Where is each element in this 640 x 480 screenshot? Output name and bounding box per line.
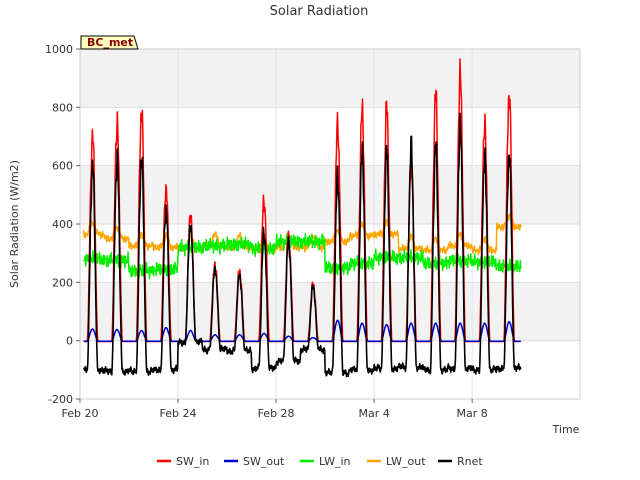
- legend-label: SW_out: [243, 455, 285, 468]
- badge-background: [80, 35, 139, 50]
- legend-item-sw-in: SW_in: [157, 455, 209, 468]
- legend-item-lw-out: LW_out: [367, 455, 426, 468]
- y-tick-label: -200: [48, 393, 73, 406]
- legend-item-lw-in: LW_in: [300, 455, 351, 468]
- badge-label: BC_met: [87, 36, 133, 49]
- series-line-rnet: [82, 112, 522, 378]
- y-tick-label: 200: [52, 276, 73, 289]
- legend-item-rnet: Rnet: [438, 455, 483, 468]
- y-tick-label: 400: [52, 218, 73, 231]
- y-tick-label: 800: [52, 101, 73, 114]
- series-line-sw-out: [83, 319, 522, 343]
- y-axis-label: Solar Radiation (W/m2): [8, 160, 21, 288]
- tick-labels: -200 0 200 400 600 800 1000 Feb 20 Feb 24 Feb 28 M…: [45, 43, 488, 420]
- x-tick-label: Feb 28: [258, 407, 295, 420]
- legend-label: LW_in: [319, 455, 351, 468]
- chart-title: Solar Radiation: [270, 4, 369, 19]
- x-tick-label: Mar 4: [358, 407, 389, 420]
- legend-label: LW_out: [386, 455, 426, 468]
- x-tick-label: Feb 20: [62, 407, 99, 420]
- station-badge: BC_met: [80, 35, 139, 50]
- y-tick-label: 600: [52, 160, 73, 173]
- y-tick-label: 1000: [45, 43, 73, 56]
- legend-label: SW_in: [176, 455, 209, 468]
- legend: SW_in SW_out LW_in LW_out Rnet: [157, 455, 483, 468]
- grid-band: [80, 49, 580, 108]
- grid-band: [80, 165, 580, 224]
- legend-item-sw-out: SW_out: [224, 455, 285, 468]
- x-tick-label: Feb 24: [160, 407, 197, 420]
- series-line-lw-in: [83, 233, 522, 280]
- legend-label: Rnet: [457, 455, 483, 468]
- series-lines: [82, 58, 522, 378]
- y-tick-label: 0: [66, 335, 73, 348]
- x-tick-label: Mar 8: [457, 407, 488, 420]
- x-axis-label: Time: [552, 423, 580, 436]
